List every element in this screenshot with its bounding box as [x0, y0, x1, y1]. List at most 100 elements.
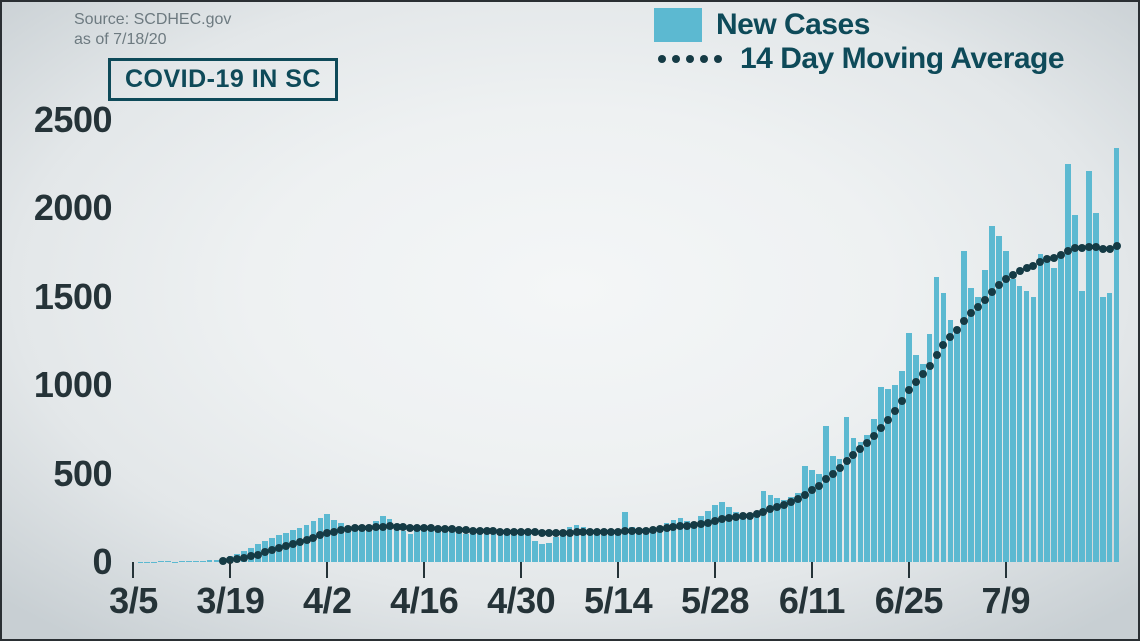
- chart-title-box: COVID-19 IN SC: [108, 58, 338, 101]
- bar: [1065, 164, 1071, 562]
- y-tick-label: 1000: [2, 364, 112, 406]
- x-tick: [714, 562, 716, 578]
- x-tick: [908, 562, 910, 578]
- bar: [754, 512, 760, 562]
- bar: [477, 534, 483, 562]
- bar: [442, 531, 448, 562]
- x-tick-label: 4/2: [303, 580, 352, 622]
- x-tick: [326, 562, 328, 578]
- legend-label-moving-avg: 14 Day Moving Average: [740, 42, 1064, 76]
- bar: [989, 226, 995, 562]
- moving-avg-dot: [960, 317, 968, 325]
- y-tick-label: 1500: [2, 276, 112, 318]
- bar: [491, 534, 497, 562]
- moving-avg-dot: [974, 303, 982, 311]
- x-tick-label: 4/16: [390, 580, 458, 622]
- bar: [913, 355, 919, 562]
- moving-avg-dot: [843, 457, 851, 465]
- x-tick: [617, 562, 619, 578]
- x-tick: [811, 562, 813, 578]
- moving-avg-dot: [836, 464, 844, 472]
- moving-avg-dot: [953, 326, 961, 334]
- bar: [878, 387, 884, 562]
- bar: [1100, 297, 1106, 562]
- source-line-2: as of 7/18/20: [74, 30, 231, 50]
- bar: [650, 530, 656, 562]
- bar: [311, 521, 317, 562]
- bar: [615, 533, 621, 562]
- x-tick-label: 5/14: [584, 580, 652, 622]
- chart-title: COVID-19 IN SC: [125, 65, 321, 93]
- moving-avg-dot: [856, 445, 864, 453]
- moving-avg-dot: [919, 370, 927, 378]
- moving-avg-dot: [933, 351, 941, 359]
- x-tick-label: 3/5: [109, 580, 158, 622]
- bar: [864, 435, 870, 562]
- bar: [1044, 261, 1050, 562]
- legend-item-moving-avg: 14 Day Moving Average: [654, 42, 1064, 76]
- moving-avg-dot: [912, 378, 920, 386]
- chart-plot-area: [130, 102, 1120, 562]
- moving-avg-dot: [1113, 242, 1121, 250]
- bar: [948, 320, 954, 562]
- moving-avg-dot: [967, 309, 975, 317]
- bar: [511, 533, 517, 562]
- source-line-1: Source: SCDHEC.gov: [74, 10, 231, 30]
- bar: [1079, 291, 1085, 562]
- x-tick: [520, 562, 522, 578]
- x-tick-label: 3/19: [196, 580, 264, 622]
- bar: [837, 459, 843, 562]
- bar: [324, 514, 330, 562]
- moving-avg-dot: [829, 470, 837, 478]
- bar: [588, 534, 594, 562]
- moving-avg-dot: [877, 424, 885, 432]
- bar: [622, 512, 628, 562]
- bar: [712, 505, 718, 562]
- bar: [498, 533, 504, 562]
- bar: [408, 534, 414, 562]
- bar: [394, 527, 400, 562]
- bar: [504, 533, 510, 562]
- bar: [318, 518, 324, 562]
- x-tick-label: 4/30: [487, 580, 555, 622]
- bar: [961, 251, 967, 562]
- bar: [594, 535, 600, 562]
- bar: [643, 534, 649, 562]
- bar: [401, 531, 407, 562]
- bar: [761, 491, 767, 562]
- bar: [1093, 213, 1099, 562]
- moving-avg-dot: [995, 281, 1003, 289]
- bar: [1072, 215, 1078, 562]
- x-tick: [132, 562, 134, 578]
- y-tick-label: 2000: [2, 187, 112, 229]
- bar: [719, 502, 725, 562]
- moving-avg-dot: [988, 288, 996, 296]
- bar: [1051, 268, 1057, 562]
- bar: [975, 297, 981, 562]
- bar: [463, 534, 469, 562]
- bar: [802, 466, 808, 562]
- bar: [601, 535, 607, 562]
- bar: [968, 288, 974, 562]
- bar: [449, 532, 455, 562]
- bar: [352, 529, 358, 562]
- bar: [608, 534, 614, 562]
- bar: [844, 417, 850, 562]
- bar: [941, 293, 947, 562]
- moving-avg-dot: [905, 386, 913, 394]
- moving-avg-dot: [822, 475, 830, 483]
- x-tick: [423, 562, 425, 578]
- bar: [809, 470, 815, 562]
- bar: [1017, 286, 1023, 562]
- bar: [795, 493, 801, 562]
- bar: [518, 532, 524, 562]
- bar: [823, 426, 829, 562]
- x-tick-label: 5/28: [681, 580, 749, 622]
- moving-avg-dot: [849, 451, 857, 459]
- bar: [982, 270, 988, 562]
- bar: [740, 516, 746, 562]
- x-axis: 3/53/194/24/164/305/145/286/116/257/9: [130, 562, 1120, 632]
- moving-avg-dot: [946, 333, 954, 341]
- y-tick-label: 2500: [2, 99, 112, 141]
- moving-avg-dot: [884, 416, 892, 424]
